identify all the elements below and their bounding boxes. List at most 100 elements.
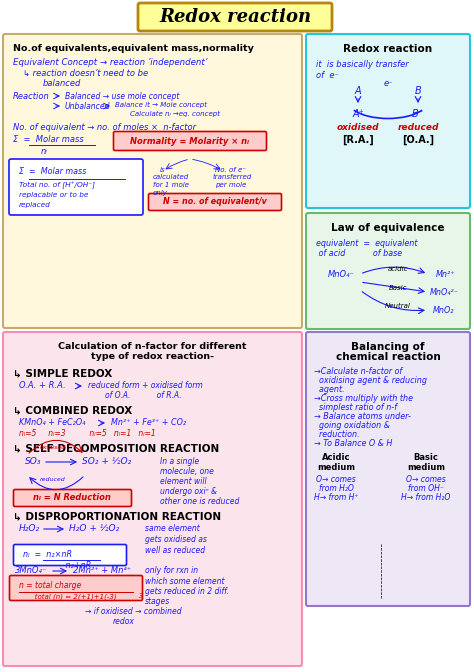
Text: O→ comes: O→ comes [316, 475, 356, 484]
FancyBboxPatch shape [3, 34, 302, 328]
Text: undergo oxiⁿ &: undergo oxiⁿ & [160, 487, 217, 496]
Text: MnO₂: MnO₂ [433, 306, 455, 315]
FancyBboxPatch shape [9, 575, 143, 601]
FancyBboxPatch shape [3, 332, 302, 666]
Text: replacable or to be: replacable or to be [19, 192, 88, 198]
Text: H→ from H₂O: H→ from H₂O [401, 493, 451, 502]
Text: 3MnO₄⁻: 3MnO₄⁻ [15, 566, 47, 575]
Text: ↳ DISPROPORTIONATION REACTION: ↳ DISPROPORTIONATION REACTION [13, 511, 221, 521]
FancyBboxPatch shape [306, 34, 470, 208]
Text: ↳ reaction doesnʹt need to be: ↳ reaction doesnʹt need to be [23, 69, 148, 78]
Text: H₂O + ½O₂: H₂O + ½O₂ [69, 524, 119, 533]
Text: →Calculate n-factor of: →Calculate n-factor of [314, 367, 402, 376]
Text: 2Mn²⁺ + Mn⁴⁺: 2Mn²⁺ + Mn⁴⁺ [73, 566, 131, 575]
Text: 3: 3 [105, 593, 143, 599]
Text: Total no. of [H⁺/OH⁻]: Total no. of [H⁺/OH⁻] [19, 182, 95, 190]
Text: reduced: reduced [397, 123, 439, 132]
Text: →Cross multiply with the: →Cross multiply with the [314, 394, 413, 403]
Text: calculated: calculated [153, 174, 189, 180]
Text: of  e⁻: of e⁻ [316, 71, 339, 80]
Text: nₗ = N Reduction: nₗ = N Reduction [33, 493, 111, 503]
Text: element will: element will [160, 477, 207, 486]
Text: Basic: Basic [389, 285, 407, 291]
Text: Basic: Basic [413, 453, 438, 462]
Text: total (n) = 2(+1)+1(-3): total (n) = 2(+1)+1(-3) [19, 593, 117, 599]
Text: which some element: which some element [145, 577, 225, 586]
FancyBboxPatch shape [148, 194, 282, 210]
FancyBboxPatch shape [13, 544, 127, 566]
Text: B: B [415, 86, 421, 96]
Text: only for rxn in: only for rxn in [145, 566, 198, 575]
Text: A⁺: A⁺ [352, 109, 364, 119]
Text: going oxidation &: going oxidation & [314, 421, 390, 430]
FancyBboxPatch shape [306, 332, 470, 606]
Text: well as reduced: well as reduced [145, 546, 205, 555]
FancyBboxPatch shape [13, 489, 131, 507]
Text: Calculate nₗ →eq. concept: Calculate nₗ →eq. concept [130, 111, 220, 117]
Text: is: is [160, 167, 165, 173]
Text: other one is reduced: other one is reduced [160, 497, 239, 506]
Text: redox: redox [113, 617, 135, 626]
Text: equivalent  =  equivalent: equivalent = equivalent [316, 239, 418, 248]
Text: H₂O₂: H₂O₂ [19, 524, 40, 533]
Text: ↳ SELF DECOMPOSITION REACTION: ↳ SELF DECOMPOSITION REACTION [13, 443, 219, 453]
Text: n = total charge: n = total charge [19, 581, 81, 590]
Text: nₗ=5     nₗ=3          nₗ=5   nₗ=1   nₗ=1: nₗ=5 nₗ=3 nₗ=5 nₗ=1 nₗ=1 [19, 429, 156, 438]
Text: from H₂O: from H₂O [319, 484, 354, 493]
FancyBboxPatch shape [306, 213, 470, 329]
FancyBboxPatch shape [138, 3, 332, 31]
Text: In a single: In a single [160, 457, 199, 466]
Text: Normality = Molarity × nₗ: Normality = Molarity × nₗ [130, 136, 249, 146]
Text: Redox reaction: Redox reaction [159, 8, 311, 26]
Text: reduction.: reduction. [314, 430, 360, 439]
Text: gets oxidised as: gets oxidised as [145, 535, 207, 544]
Text: Equivalent Concept → reaction ʹindependentʹ: Equivalent Concept → reaction ʹindepende… [13, 58, 207, 67]
Text: Redox reaction: Redox reaction [344, 44, 433, 54]
Text: → To Balance O & H: → To Balance O & H [314, 439, 392, 448]
Text: nₗ  =  n₂×nR: nₗ = n₂×nR [23, 550, 72, 559]
Text: Mn²⁺ + Fe³⁺ + CO₂: Mn²⁺ + Fe³⁺ + CO₂ [111, 418, 186, 427]
Text: → if oxidised → combined: → if oxidised → combined [85, 607, 182, 616]
Text: replaced: replaced [19, 202, 51, 208]
Text: gets reduced in 2 diff.: gets reduced in 2 diff. [145, 587, 229, 596]
Text: KMnO₄ + FeC₂O₄: KMnO₄ + FeC₂O₄ [19, 418, 85, 427]
Text: ↳ SIMPLE REDOX: ↳ SIMPLE REDOX [13, 368, 112, 378]
Text: Balanced → use mole concept: Balanced → use mole concept [65, 92, 179, 101]
Text: O.A. + R.A.: O.A. + R.A. [19, 381, 65, 390]
Text: Balancing of: Balancing of [351, 342, 425, 352]
Text: MnO₄²⁻: MnO₄²⁻ [430, 288, 459, 297]
Text: Balance it → Mole concept: Balance it → Mole concept [115, 102, 207, 108]
Text: per mole: per mole [215, 182, 246, 188]
Text: Σ  =  Molar mass: Σ = Molar mass [13, 135, 84, 144]
Text: Reaction: Reaction [13, 92, 50, 101]
FancyBboxPatch shape [9, 159, 143, 215]
Text: oxidising agent & reducing: oxidising agent & reducing [314, 376, 427, 385]
Text: e⁻: e⁻ [383, 79, 393, 88]
Text: No. of equivalent → no. of moles ×  n-factor: No. of equivalent → no. of moles × n-fac… [13, 123, 196, 132]
Text: A: A [355, 86, 361, 96]
Text: only: only [153, 190, 168, 196]
Text: chemical reaction: chemical reaction [336, 352, 440, 362]
Text: same element: same element [145, 524, 200, 533]
Text: [R.A.]: [R.A.] [342, 135, 374, 145]
Text: SO₃: SO₃ [25, 457, 42, 466]
Text: nₗ: nₗ [41, 147, 47, 156]
Text: No. of e⁻: No. of e⁻ [215, 167, 246, 173]
Text: Neutral: Neutral [385, 303, 411, 309]
Text: O→ comes: O→ comes [406, 475, 446, 484]
Text: [O.A.]: [O.A.] [402, 135, 434, 145]
Text: Mn²⁺: Mn²⁺ [436, 270, 456, 279]
Text: ↳ COMBINED REDOX: ↳ COMBINED REDOX [13, 405, 132, 415]
Text: Unbalanced: Unbalanced [65, 102, 110, 111]
Text: n₂+nR: n₂+nR [43, 561, 91, 570]
Text: Σ  =  Molar mass: Σ = Molar mass [19, 167, 86, 176]
Text: balanced: balanced [43, 79, 82, 88]
Text: Acidic: Acidic [322, 453, 350, 462]
Text: transferred: transferred [213, 174, 252, 180]
Text: reduced form + oxidised form: reduced form + oxidised form [88, 381, 203, 390]
Text: N = no. of equivalent/v: N = no. of equivalent/v [163, 198, 267, 206]
Text: medium: medium [407, 463, 445, 472]
Text: of O.A.           of R.A.: of O.A. of R.A. [105, 391, 182, 400]
Text: from OH⁻: from OH⁻ [408, 484, 444, 493]
Text: medium: medium [317, 463, 355, 472]
